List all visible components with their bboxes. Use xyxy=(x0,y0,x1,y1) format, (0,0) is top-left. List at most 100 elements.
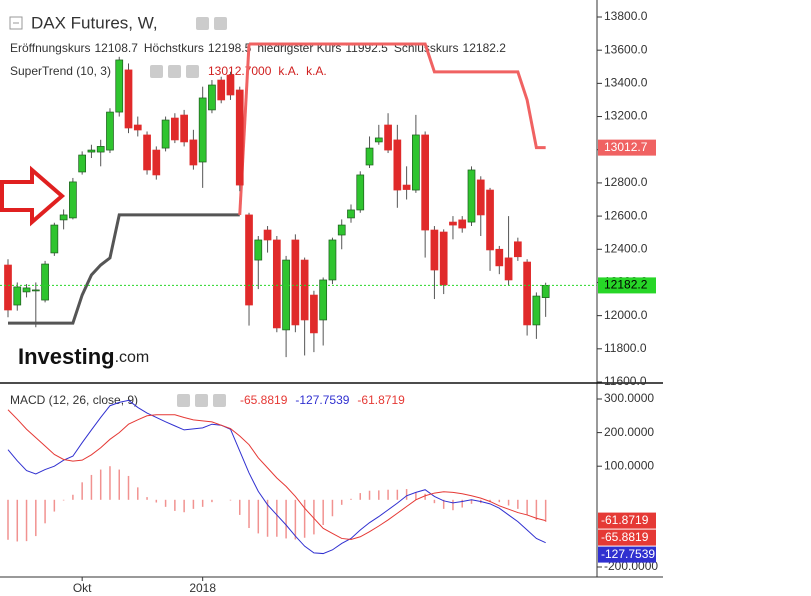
candle-body xyxy=(133,124,142,131)
candle-body xyxy=(467,169,476,223)
settings-icon[interactable] xyxy=(168,65,181,78)
y-tick-label: 13200.0 xyxy=(604,109,648,123)
candle-body xyxy=(513,241,522,258)
candle-body xyxy=(532,295,541,326)
candle-body xyxy=(106,111,114,151)
macd-value: -127.7539 xyxy=(295,393,349,407)
ohlc-value: 12182.2 xyxy=(463,41,507,55)
y-tick-label: 300.0000 xyxy=(604,391,654,405)
candle-body xyxy=(41,263,49,301)
candle-body xyxy=(87,149,96,153)
ohlc-label: Höchstkurs xyxy=(144,41,204,55)
candle-body xyxy=(161,119,170,149)
candle-body xyxy=(384,124,392,151)
value-tag xyxy=(598,529,656,546)
candle-body xyxy=(291,239,300,326)
ohlc-label: Eröffnungskurs xyxy=(10,41,91,55)
eye-icon[interactable] xyxy=(196,17,209,30)
logo: Investing.com xyxy=(18,344,149,369)
candle-body xyxy=(337,224,346,236)
candle-body xyxy=(282,259,290,331)
supertrend-switch xyxy=(238,43,251,216)
macd-line xyxy=(7,399,546,555)
supertrend-values: 13012.7000 k.A. k.A. xyxy=(208,64,327,78)
y-tick-label: 12600.0 xyxy=(604,208,648,222)
candle-body xyxy=(152,149,161,176)
candle-body xyxy=(22,287,31,293)
candle-body xyxy=(50,224,59,254)
supertrend-value: k.A. xyxy=(306,64,327,78)
supertrend-value: 13012.7000 xyxy=(208,64,272,78)
candle-body xyxy=(124,69,133,129)
arrow-annotation xyxy=(0,165,66,227)
candle-body xyxy=(189,139,198,166)
candle-body xyxy=(13,286,22,306)
chart-title: DAX Futures, W, xyxy=(31,13,158,32)
candle-body xyxy=(504,257,513,281)
macd-value: -65.8819 xyxy=(240,393,288,407)
logo-suffix: .com xyxy=(115,349,150,366)
y-tick-label: 11600.0 xyxy=(604,374,647,388)
ohlc-value: 12198.5 xyxy=(208,41,252,55)
eye-icon[interactable] xyxy=(177,394,190,407)
close-icon[interactable] xyxy=(213,394,226,407)
macd-legend: MACD (12, 26, close, 9) xyxy=(10,393,138,407)
candle-body xyxy=(347,209,355,219)
value-tag-label: -127.7539 xyxy=(601,547,655,561)
candle-body xyxy=(115,59,124,113)
y-tick-label: -200.0000 xyxy=(604,559,658,573)
y-tick-label: 12400.0 xyxy=(604,241,648,255)
candle-body xyxy=(180,114,188,143)
close-icon[interactable] xyxy=(186,65,199,78)
value-tag-label: -65.8819 xyxy=(601,530,649,544)
y-tick-label: 13400.0 xyxy=(604,76,648,90)
candle-body xyxy=(412,134,420,191)
y-tick-label: 12800.0 xyxy=(604,175,648,189)
candle-body xyxy=(272,239,281,329)
last-price-tag xyxy=(598,277,656,294)
logo-name: Investing xyxy=(18,344,115,369)
collapse-icon[interactable] xyxy=(9,16,23,30)
supertrend-legend: SuperTrend (10, 3) xyxy=(10,64,111,78)
candle-body xyxy=(96,146,105,153)
candle-body xyxy=(254,239,263,261)
settings-icon[interactable] xyxy=(195,394,208,407)
candle-body xyxy=(356,174,365,211)
value-tag xyxy=(598,512,656,529)
candle-body xyxy=(217,79,226,101)
candle-body xyxy=(365,147,374,166)
supertrend-line xyxy=(249,42,546,150)
candle-body xyxy=(31,289,40,292)
ohlc-value: 12108.7 xyxy=(95,41,139,55)
candle-body xyxy=(523,261,531,326)
candle-body xyxy=(263,229,272,241)
candle-body xyxy=(402,184,411,190)
candle-body xyxy=(449,221,457,226)
candle-body xyxy=(439,231,448,286)
settings-icon[interactable] xyxy=(214,17,227,30)
candle-body xyxy=(393,139,402,191)
supertrend-tag xyxy=(598,139,656,156)
candle-body xyxy=(458,219,467,229)
eye-icon[interactable] xyxy=(150,65,163,78)
supertrend-value: k.A. xyxy=(278,64,299,78)
candle-body xyxy=(300,259,309,321)
candle-body xyxy=(59,214,68,221)
candle-body xyxy=(78,154,87,173)
x-tick-label: 2018 xyxy=(189,581,216,595)
last-price-label: 12182.2 xyxy=(604,278,648,292)
x-tick-label: Okt xyxy=(73,581,92,595)
macd-values: -65.8819 -127.7539 -61.8719 xyxy=(240,393,405,407)
y-tick-label: 100.0000 xyxy=(604,458,654,472)
supertrend-tag-label: 13012.7 xyxy=(604,140,648,154)
candle-body xyxy=(319,279,328,321)
supertrend-line xyxy=(8,213,240,325)
candle-body xyxy=(328,239,337,281)
candle-body xyxy=(541,285,550,298)
candle-body xyxy=(143,134,151,171)
candle-body xyxy=(4,264,12,311)
candle-body xyxy=(245,214,253,306)
macd-line xyxy=(7,409,546,540)
value-tag-label: -61.8719 xyxy=(601,513,649,527)
